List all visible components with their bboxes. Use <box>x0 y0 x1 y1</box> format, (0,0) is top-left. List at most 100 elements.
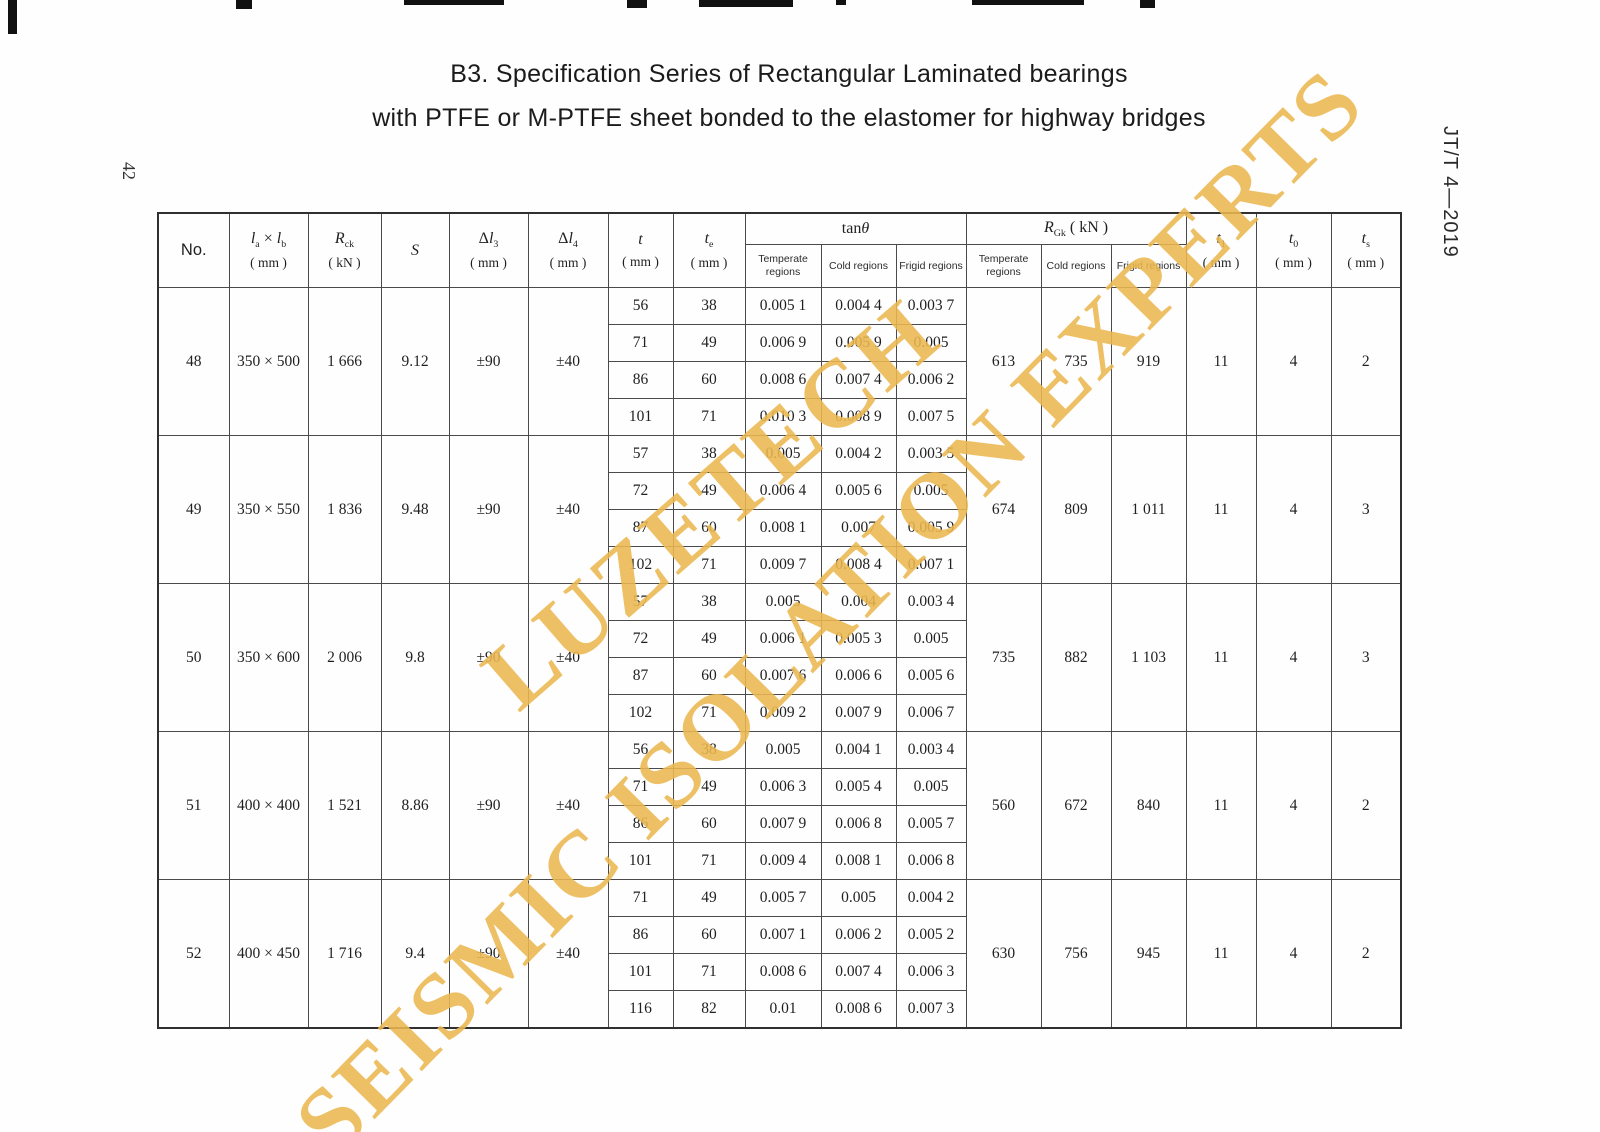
cell-t: 71 <box>607 324 674 362</box>
col-header-rck: Rck( kN ) <box>307 212 382 288</box>
subheader-rgk-cold: Cold regions <box>1040 244 1112 288</box>
cell-t: 102 <box>607 694 674 732</box>
cell-dl4: ±40 <box>527 435 609 584</box>
cell-tan-temperate: 0.005 7 <box>744 879 822 917</box>
cell-t: 86 <box>607 916 674 954</box>
cell-tan-cold: 0.006 8 <box>820 805 897 843</box>
table-row-no-51-2: 71 49 0.006 3 0.005 4 0.005 <box>158 768 1401 806</box>
cell-tan-cold: 0.005 9 <box>820 324 897 362</box>
cell-tan-frigid: 0.005 7 <box>895 805 967 843</box>
cell-te: 71 <box>672 953 746 991</box>
cell-t0: 4 <box>1255 583 1332 732</box>
cell-s: 9.8 <box>380 583 450 732</box>
cell-t0: 4 <box>1255 435 1332 584</box>
cell-te: 49 <box>672 768 746 806</box>
cell-tan-temperate: 0.01 <box>744 990 822 1029</box>
cell-t: 102 <box>607 546 674 584</box>
cell-t: 57 <box>607 435 674 473</box>
cell-no: 51 <box>157 731 230 880</box>
cell-rgk-temperate: 674 <box>965 435 1042 584</box>
subheader-tan-frigid: Frigid regions <box>895 244 967 288</box>
col-header-ts: ts( mm ) <box>1330 212 1402 288</box>
group-header-rgk: RGk ( kN ) <box>965 212 1187 245</box>
cell-tan-cold: 0.006 2 <box>820 916 897 954</box>
cell-tan-frigid: 0.005 9 <box>895 509 967 547</box>
table-row-no-51-4: 101 71 0.009 4 0.008 1 0.006 8 <box>158 842 1401 880</box>
cell-tan-temperate: 0.008 6 <box>744 953 822 991</box>
cell-ts: 3 <box>1330 583 1402 732</box>
cell-t: 101 <box>607 842 674 880</box>
cell-tan-frigid: 0.006 2 <box>895 361 967 399</box>
cell-te: 38 <box>672 583 746 621</box>
table-row-no-52-1: 52 400 × 450 1 716 9.4 ±90 ±40 71 49 0.005 7 0.00… <box>157 879 1402 1029</box>
cell-tan-cold: 0.005 3 <box>820 620 897 658</box>
cell-tan-cold: 0.004 1 <box>820 731 897 769</box>
cell-tan-frigid: 0.005 2 <box>895 916 967 954</box>
cell-tan-frigid: 0.003 7 <box>895 287 967 325</box>
col-header-t: t( mm ) <box>607 212 674 288</box>
table-row-no-51-1: 51 400 × 400 1 521 8.86 ±90 ±40 56 38 0.005 0.004… <box>157 731 1402 880</box>
cell-te: 38 <box>672 731 746 769</box>
cell-te: 60 <box>672 509 746 547</box>
cell-tan-frigid: 0.007 1 <box>895 546 967 584</box>
cell-tan-temperate: 0.009 7 <box>744 546 822 584</box>
cell-tan-frigid: 0.005 <box>895 768 967 806</box>
cell-ts: 2 <box>1330 879 1402 1029</box>
cell-t: 71 <box>607 768 674 806</box>
cell-tan-temperate: 0.006 9 <box>744 324 822 362</box>
title-line-2: with PTFE or M-PTFE sheet bonded to the … <box>372 104 1206 132</box>
cell-tan-cold: 0.005 4 <box>820 768 897 806</box>
col-header-dl4: Δl4( mm ) <box>527 212 609 288</box>
col-header-s: S <box>380 212 450 288</box>
cell-tan-frigid: 0.006 8 <box>895 842 967 880</box>
cell-t: 87 <box>607 657 674 695</box>
cell-ts: 2 <box>1330 287 1402 436</box>
cell-rgk-cold: 735 <box>1040 287 1112 436</box>
cell-dl4: ±40 <box>527 879 609 1029</box>
cell-te: 49 <box>672 324 746 362</box>
cell-te: 38 <box>672 435 746 473</box>
cell-rgk-frigid: 840 <box>1110 731 1187 880</box>
cell-te: 60 <box>672 361 746 399</box>
cell-tan-cold: 0.006 6 <box>820 657 897 695</box>
cell-tan-temperate: 0.007 9 <box>744 805 822 843</box>
cell-tan-temperate: 0.009 2 <box>744 694 822 732</box>
cell-tan-temperate: 0.005 1 <box>744 287 822 325</box>
cell-dl4: ±40 <box>527 287 609 436</box>
cell-tan-cold: 0.007 4 <box>820 953 897 991</box>
cell-t: 101 <box>607 398 674 436</box>
cell-t: 56 <box>607 731 674 769</box>
cell-t1: 11 <box>1185 583 1257 732</box>
cell-dl3: ±90 <box>448 731 529 880</box>
cell-t: 56 <box>607 287 674 325</box>
scan-artifact <box>627 0 647 8</box>
cell-s: 8.86 <box>380 731 450 880</box>
cell-tan-temperate: 0.005 <box>744 435 822 473</box>
table-row-no-48-2: 71 49 0.006 9 0.005 9 0.005 <box>158 324 1401 362</box>
cell-te: 82 <box>672 990 746 1029</box>
cell-te: 60 <box>672 916 746 954</box>
cell-rgk-cold: 882 <box>1040 583 1112 732</box>
cell-tan-temperate: 0.006 1 <box>744 620 822 658</box>
cell-rgk-cold: 756 <box>1040 879 1112 1029</box>
col-header-t0: t0( mm ) <box>1255 212 1332 288</box>
cell-t: 57 <box>607 583 674 621</box>
cell-te: 49 <box>672 472 746 510</box>
scan-artifact <box>236 0 252 9</box>
table-row-no-48-1: 48 350 × 500 1 666 9.12 ±90 ±40 56 38 0.005 1 0.0… <box>157 287 1402 436</box>
cell-tan-frigid: 0.006 7 <box>895 694 967 732</box>
table-row-no-52-2: 86 60 0.007 1 0.006 2 0.005 2 <box>158 916 1401 954</box>
cell-tan-frigid: 0.004 2 <box>895 879 967 917</box>
cell-dl4: ±40 <box>527 583 609 732</box>
cell-te: 71 <box>672 398 746 436</box>
cell-tan-cold: 0.008 4 <box>820 546 897 584</box>
scan-artifact <box>1140 0 1155 8</box>
col-header-t1: t1( mm ) <box>1185 212 1257 288</box>
cell-dl3: ±90 <box>448 583 529 732</box>
cell-rgk-cold: 672 <box>1040 731 1112 880</box>
cell-tan-cold: 0.007 4 <box>820 361 897 399</box>
cell-rgk-frigid: 1 103 <box>1110 583 1187 732</box>
scan-artifact <box>8 0 17 34</box>
cell-size: 400 × 450 <box>228 879 309 1029</box>
col-header-te: te( mm ) <box>672 212 746 288</box>
